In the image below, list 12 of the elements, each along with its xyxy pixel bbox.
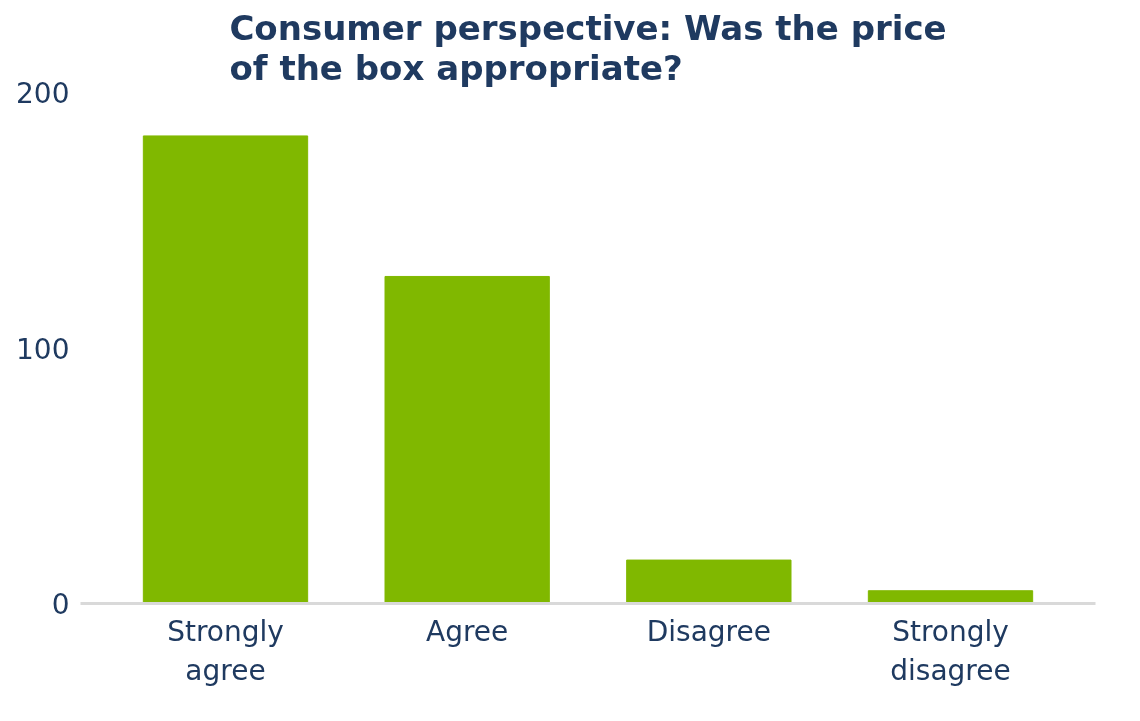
y-tick-label: 0 [51,588,70,621]
y-tick-label: 100 [16,332,70,366]
bar [384,275,550,604]
x-tick-label: Strongly agree [167,614,284,688]
x-tick-label: Strongly disagree [890,614,1011,688]
x-tick-label: Agree [426,614,509,648]
bar [867,590,1034,604]
x-tick-label: Disagree [646,614,771,648]
bar [626,559,792,604]
bar [142,135,309,604]
y-tick-label: 200 [16,77,70,110]
chart-title: Consumer perspective: Was the price of the box appropriate? [229,7,947,88]
